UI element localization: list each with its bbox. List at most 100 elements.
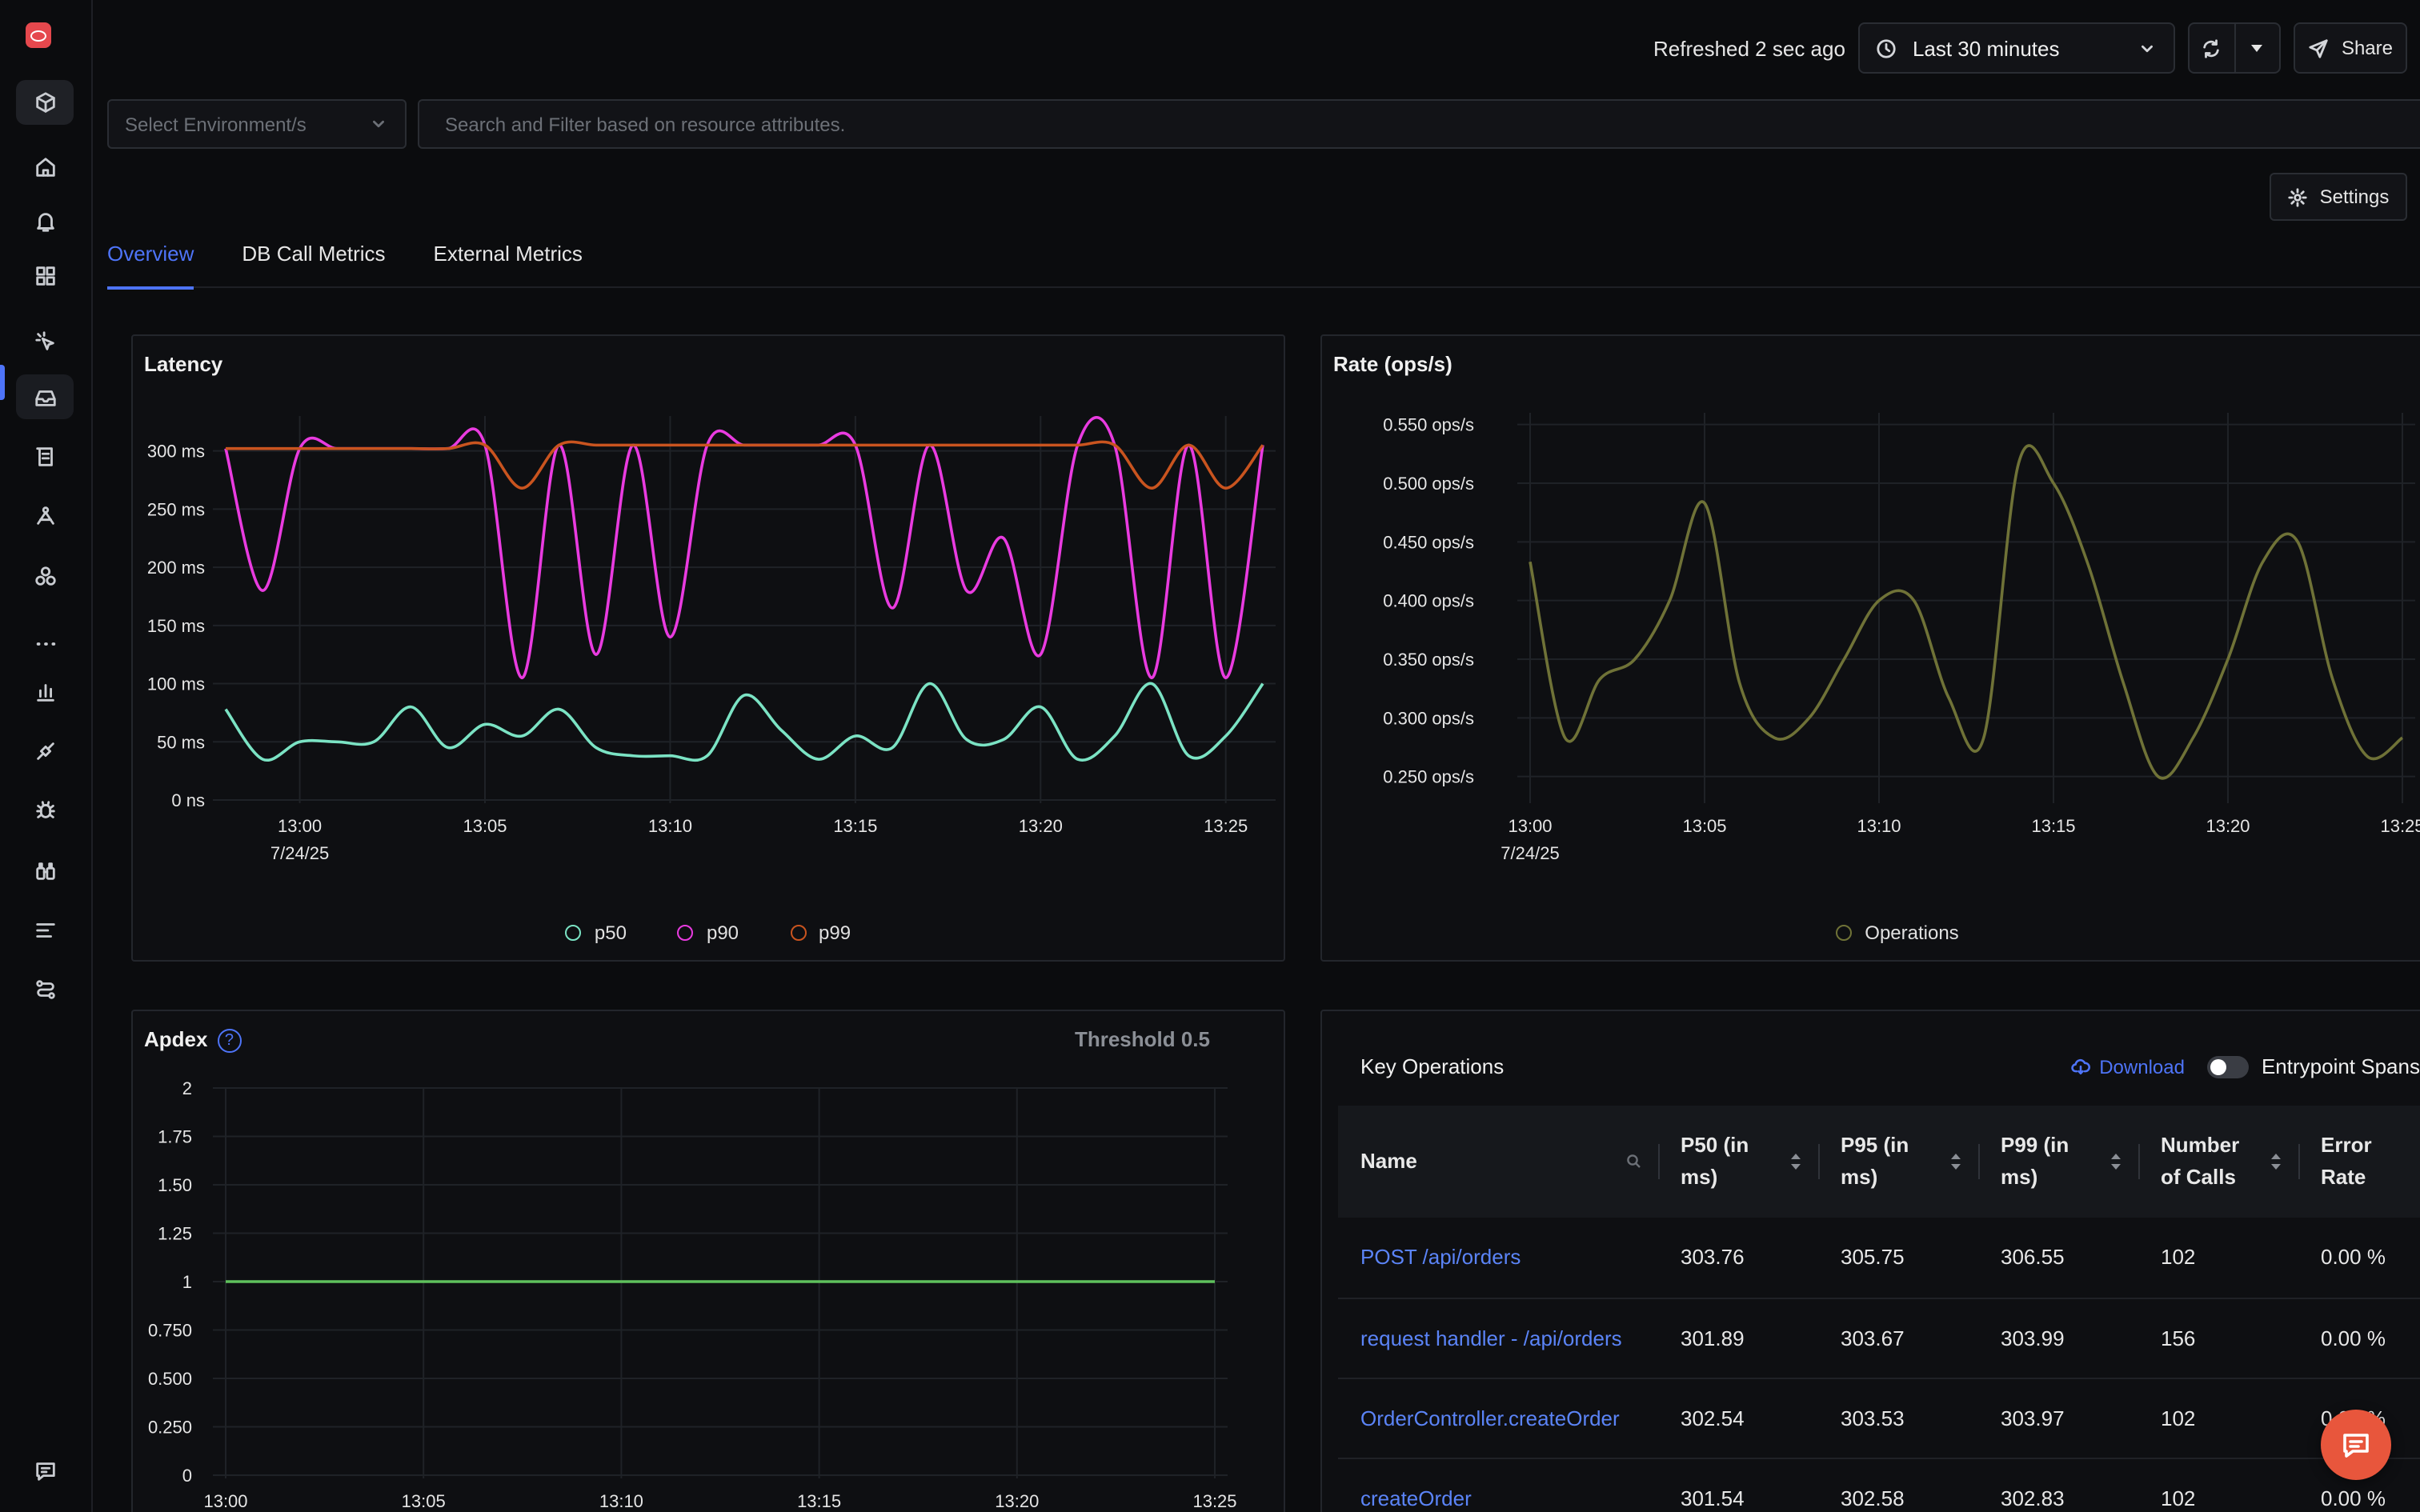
- p95-cell: 303.53: [1818, 1378, 1978, 1458]
- y-tick-label: 250 ms: [147, 499, 205, 519]
- sort-icon[interactable]: [1949, 1150, 1962, 1173]
- y-tick-label: 0.750: [148, 1321, 192, 1341]
- more-icon[interactable]: [16, 621, 74, 666]
- search-icon[interactable]: [1626, 1154, 1642, 1170]
- legend-p50[interactable]: p50: [565, 922, 627, 944]
- column-error-label-1: Error: [2321, 1133, 2372, 1157]
- legend-p90-label: p90: [706, 922, 739, 944]
- integrations-icon[interactable]: [16, 554, 74, 598]
- home-icon[interactable]: [16, 144, 74, 189]
- y-tick-label: 1.75: [158, 1127, 192, 1147]
- download-button[interactable]: Download: [2070, 1055, 2185, 1078]
- services-icon[interactable]: [16, 374, 74, 419]
- exceptions-icon[interactable]: [16, 318, 74, 363]
- share-button[interactable]: Share: [2293, 22, 2407, 74]
- series-line-p90[interactable]: [224, 416, 1264, 680]
- tab-external-metrics[interactable]: External Metrics: [433, 242, 583, 266]
- column-p95-label-1: P95 (in: [1841, 1133, 1909, 1157]
- column-p50[interactable]: P50 (in ms): [1658, 1106, 1818, 1218]
- table-row[interactable]: createOrder 301.54 302.58 302.83 102 0.0…: [1338, 1458, 2420, 1512]
- p99-cell: 303.99: [1978, 1298, 2138, 1378]
- column-p99-label-1: P99 (in: [2001, 1133, 2069, 1157]
- time-range-select[interactable]: Last 30 minutes: [1857, 22, 2175, 74]
- error-rate-cell: 0.00 %: [2298, 1218, 2420, 1298]
- resource-search-input[interactable]: Search and Filter based on resource attr…: [418, 99, 2420, 149]
- x-tick-date-label: 7/24/25: [1500, 843, 1559, 863]
- legend-p99[interactable]: p99: [790, 922, 851, 944]
- series-line-operations[interactable]: [1529, 444, 2404, 780]
- refresh-button[interactable]: [2190, 24, 2234, 72]
- y-tick-label: 300 ms: [147, 442, 205, 462]
- column-error-rate[interactable]: Error Rate: [2298, 1106, 2420, 1218]
- series-line-p50[interactable]: [224, 682, 1264, 762]
- legend-p90[interactable]: p90: [677, 922, 739, 944]
- messaging-queues-icon[interactable]: [16, 966, 74, 1011]
- chevron-down-icon: [373, 120, 384, 128]
- help-icon[interactable]: ?: [217, 1029, 242, 1054]
- p50-cell: 303.76: [1658, 1218, 1818, 1298]
- entrypoint-spans-toggle[interactable]: [2206, 1055, 2249, 1078]
- operation-name-link[interactable]: createOrder: [1338, 1458, 1658, 1512]
- rate-chart[interactable]: 0.250 ops/s 0.300 ops/s 0.350 ops/s 0.400 o…: [1322, 336, 2420, 963]
- refresh-interval-dropdown[interactable]: [2234, 24, 2279, 72]
- alerts-icon[interactable]: [16, 198, 74, 243]
- settings-button[interactable]: Settings: [2270, 173, 2407, 221]
- column-name[interactable]: Name: [1338, 1106, 1658, 1218]
- gear-icon: [2289, 187, 2308, 206]
- tab-bar: Overview DB Call Metrics External Metric…: [107, 234, 2420, 290]
- y-tick-label: 0.350 ops/s: [1383, 650, 1474, 670]
- sidebar-active-indicator: [0, 365, 5, 400]
- pipelines-icon[interactable]: [16, 728, 74, 773]
- caret-down-icon: [2251, 45, 2263, 52]
- sidebar: [0, 0, 93, 1512]
- dashboards-icon[interactable]: [16, 253, 74, 298]
- time-range-value: Last 30 minutes: [1912, 36, 2060, 60]
- p50-cell: 302.54: [1658, 1378, 1818, 1458]
- tab-overview[interactable]: Overview: [107, 234, 194, 290]
- legend-operations[interactable]: Operations: [1836, 922, 1959, 944]
- p99-cell: 306.55: [1978, 1218, 2138, 1298]
- apdex-chart[interactable]: 00.2500.5000.75011.251.501.75213:007/24/…: [133, 1011, 1287, 1512]
- tab-db-call-metrics[interactable]: DB Call Metrics: [242, 242, 386, 266]
- y-tick-label: 0.250: [148, 1418, 192, 1438]
- x-tick-label: 13:20: [2206, 816, 2250, 836]
- x-tick-label: 13:25: [1192, 1491, 1236, 1511]
- explorer-icon[interactable]: [16, 848, 74, 893]
- column-p99[interactable]: P99 (in ms): [1978, 1106, 2138, 1218]
- latency-chart[interactable]: 0 ns 50 ms 100 ms 150 ms 200 ms 250 ms 300 ms 1…: [133, 336, 1287, 963]
- operation-name-link[interactable]: POST /api/orders: [1338, 1218, 1658, 1298]
- get-started-icon[interactable]: [16, 80, 74, 125]
- traces-icon[interactable]: [16, 493, 74, 538]
- apdex-title-text: Apdex: [144, 1027, 208, 1051]
- table-row[interactable]: OrderController.createOrder 302.54 303.5…: [1338, 1378, 2420, 1458]
- sort-icon[interactable]: [1789, 1150, 1802, 1173]
- y-tick-label: 100 ms: [147, 674, 205, 694]
- sort-icon[interactable]: [2270, 1150, 2282, 1173]
- legend-operations-dot: [1836, 925, 1853, 941]
- column-number-of-calls[interactable]: Number of Calls: [2138, 1106, 2298, 1218]
- search-placeholder: Search and Filter based on resource attr…: [445, 113, 846, 135]
- operation-name-link[interactable]: request handler - /api/orders: [1338, 1298, 1658, 1378]
- p95-cell: 305.75: [1818, 1218, 1978, 1298]
- series-line-p99[interactable]: [226, 440, 1264, 490]
- logo-icon[interactable]: [26, 22, 51, 48]
- debug-icon[interactable]: [16, 787, 74, 832]
- saved-views-icon[interactable]: [16, 907, 74, 952]
- calls-cell: 102: [2138, 1458, 2298, 1512]
- operation-name-link[interactable]: OrderController.createOrder: [1338, 1378, 1658, 1458]
- table-row[interactable]: request handler - /api/orders 301.89 303…: [1338, 1298, 2420, 1378]
- settings-icon[interactable]: [16, 1502, 74, 1512]
- metrics-icon[interactable]: [16, 669, 74, 714]
- logs-icon[interactable]: [16, 434, 74, 478]
- x-tick-label: 13:25: [2380, 816, 2420, 836]
- feedback-icon[interactable]: [16, 1448, 74, 1493]
- sort-icon[interactable]: [2109, 1150, 2122, 1173]
- table-row[interactable]: POST /api/orders 303.76 305.75 306.55 10…: [1338, 1218, 2420, 1298]
- top-toolbar: Refreshed 2 sec ago Last 30 minutes Shar…: [1653, 22, 2407, 74]
- chevron-down-icon: [2141, 44, 2153, 52]
- chat-support-button[interactable]: [2321, 1410, 2391, 1480]
- column-p95[interactable]: P95 (in ms): [1818, 1106, 1978, 1218]
- latency-panel: Latency 0 ns 50 ms 100 ms 150 ms 200 ms 250 m…: [131, 334, 1285, 962]
- environment-select[interactable]: Select Environment/s: [107, 99, 407, 149]
- refresh-icon: [2204, 38, 2220, 58]
